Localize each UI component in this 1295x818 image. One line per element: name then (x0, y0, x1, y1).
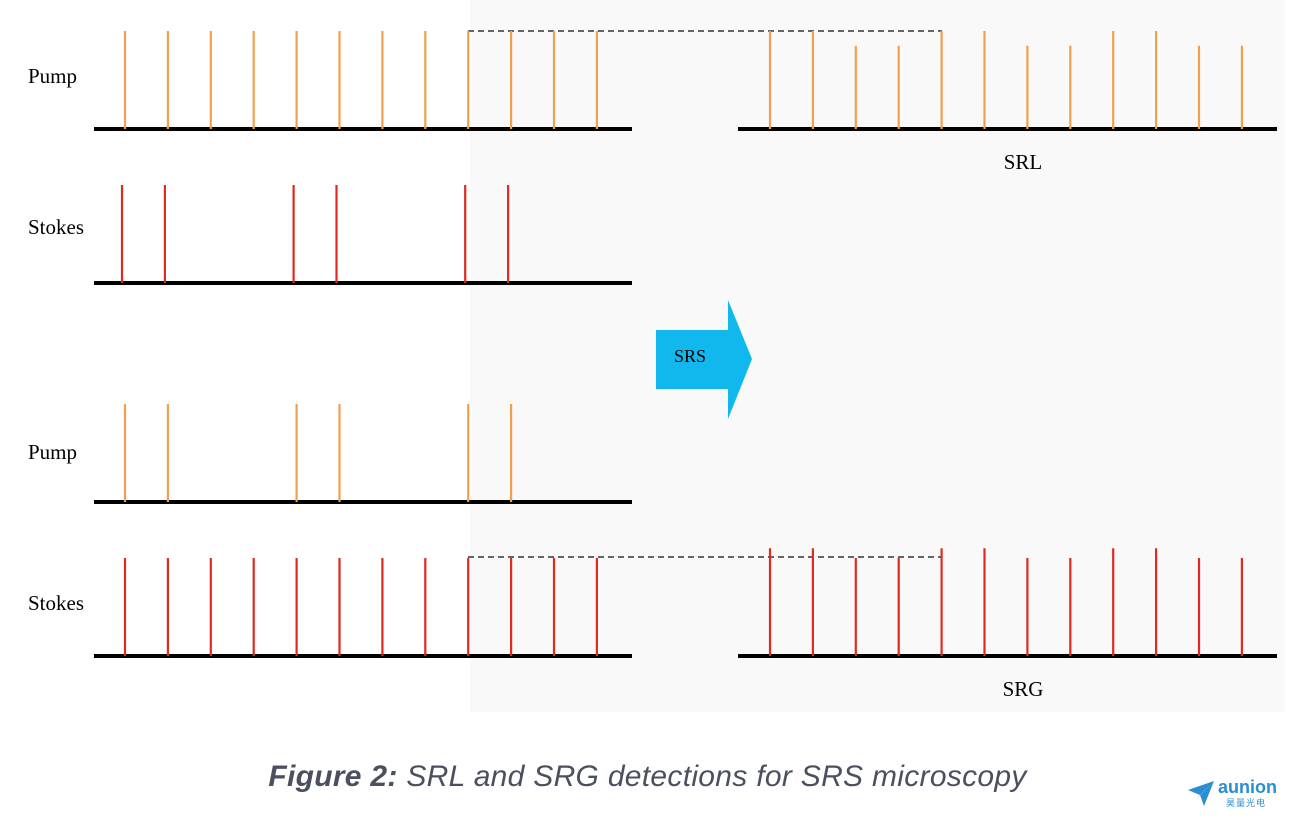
arrow-shape (656, 300, 752, 419)
figure-caption: Figure 2: SRL and SRG detections for SRS… (0, 760, 1295, 794)
axes (94, 127, 1277, 658)
logo-sub-text: 昊量光电 (1226, 799, 1267, 809)
pump-top-pulse-train (123, 31, 599, 129)
caption-text: SRL and SRG detections for SRS microscop… (397, 760, 1027, 793)
srs-diagram: Pump Stokes Pump Stokes SRL SRG SRS (28, 0, 1285, 712)
stokes-top-label: Stokes (28, 215, 84, 239)
srg-output-pulse-train (768, 548, 1244, 656)
srs-arrow-label: SRS (674, 346, 706, 366)
background-panel (470, 0, 1285, 712)
pump-bottom-label: Pump (28, 440, 77, 464)
caption-figure-number: Figure 2: (268, 760, 398, 793)
pump-bottom-pulse-train (123, 404, 513, 502)
aunion-logo: aunion 昊量光电 (1186, 776, 1286, 810)
srs-arrow: SRS (656, 300, 752, 419)
pump-top-label: Pump (28, 64, 77, 88)
logo-brand-text: aunion (1218, 777, 1277, 797)
stokes-top-pulse-train (120, 185, 510, 283)
srl-label: SRL (1004, 150, 1043, 174)
srg-label: SRG (1003, 677, 1044, 701)
stokes-bottom-pulse-train (123, 558, 599, 656)
pulse-trains (120, 31, 1244, 656)
stokes-bottom-label: Stokes (28, 591, 84, 615)
srl-output-pulse-train (768, 31, 1244, 129)
paper-plane-icon (1188, 781, 1214, 806)
